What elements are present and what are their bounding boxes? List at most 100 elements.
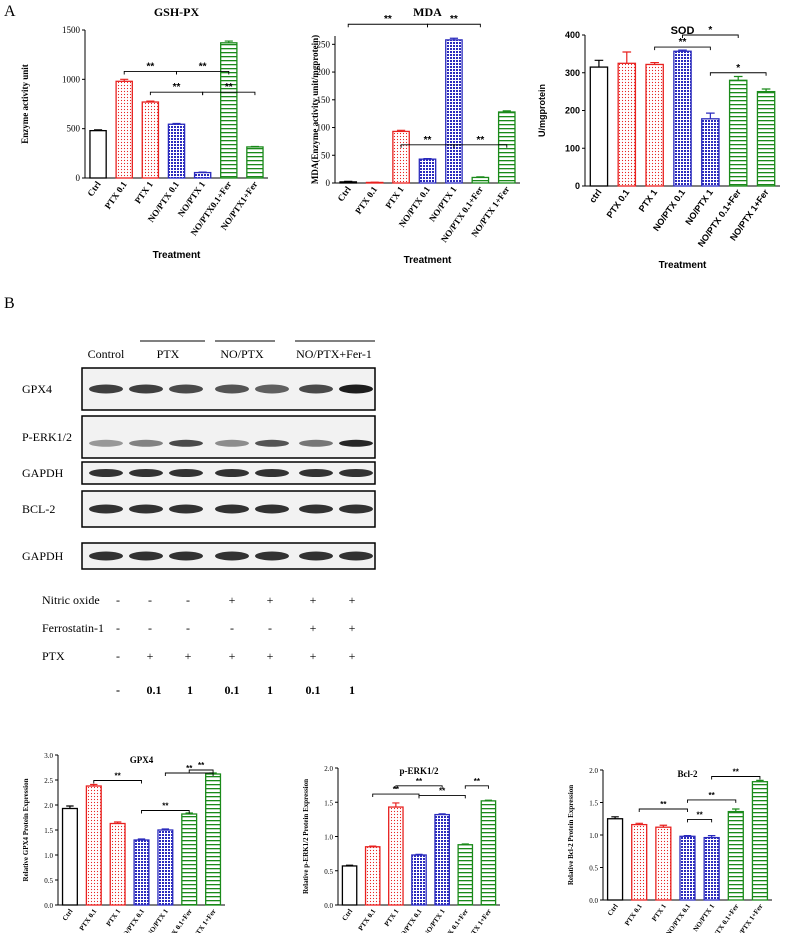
error-bar (396, 129, 406, 132)
bar (341, 865, 358, 906)
error-bar (622, 51, 632, 64)
significance-bracket (372, 793, 420, 798)
y-tick-label: 1.0 (589, 832, 598, 840)
significance-bracket (188, 769, 214, 773)
panel-label: A (4, 3, 16, 20)
blot-band (255, 469, 289, 477)
y-tick-label: 0.0 (44, 902, 53, 910)
bar (141, 101, 160, 179)
dose-label: 1 (187, 683, 193, 697)
x-tick-label: Ctrl (85, 179, 103, 198)
x-tick-label: PTX 1 (133, 179, 156, 205)
x-tick-label: PTX 1 (383, 907, 401, 928)
x-axis-label: Treatment (404, 255, 452, 266)
blot-band (129, 469, 163, 477)
significance-label: ** (186, 764, 193, 773)
y-tick-label: 2.0 (44, 802, 53, 810)
blot-band (215, 439, 249, 447)
y-tick-label: 0.5 (44, 877, 53, 885)
error-bar (137, 838, 146, 840)
significance-bracket (453, 144, 508, 148)
bar (445, 39, 463, 184)
error-bar (120, 78, 129, 82)
chart-title: Bcl-2 (678, 769, 698, 779)
bar (220, 42, 238, 179)
bar (679, 835, 696, 901)
blot-band (129, 439, 163, 447)
x-tick-label: PTX 0.1 (103, 179, 130, 211)
y-tick-label: 400 (565, 30, 580, 40)
bar (205, 773, 222, 906)
bar (655, 826, 672, 901)
bar (85, 785, 102, 906)
blot-band (339, 384, 373, 394)
y-tick-label: 1.5 (324, 799, 333, 807)
significance-bracket (687, 799, 737, 803)
dose-label: 1 (267, 683, 273, 697)
blot-band (89, 439, 123, 447)
treatment-cell: - (230, 621, 234, 635)
bar (411, 854, 427, 906)
y-tick-label: 2.5 (44, 777, 53, 785)
bar (339, 181, 358, 184)
y-tick-label: 300 (565, 68, 580, 78)
significance-bracket (711, 776, 761, 780)
error-bar (594, 59, 604, 68)
bar (751, 781, 769, 901)
significance-bracket (418, 794, 466, 799)
blot-band (129, 384, 163, 394)
blot-band (169, 384, 203, 394)
error-bar (756, 779, 764, 782)
blot-frame (81, 415, 376, 459)
x-tick-label: ctrl (587, 187, 603, 204)
bar (167, 123, 186, 179)
y-tick-label: 1000 (62, 74, 81, 84)
blot-band (215, 551, 249, 561)
bar (606, 818, 624, 901)
y-axis-label: MDA(Enzyme activity unit/mgprotein) (310, 35, 320, 184)
treatment-name: Nitric oxide (42, 593, 100, 607)
error-bar (161, 828, 170, 830)
dose-label: 0.1 (306, 683, 321, 697)
blot-band (89, 469, 123, 477)
blot-band (255, 384, 289, 394)
blot-band (89, 551, 123, 561)
x-axis-label: Treatment (659, 260, 707, 271)
treatment-cell: - (186, 621, 190, 635)
x-tick-label: NO/PTX 1 (422, 907, 447, 933)
y-tick-label: 1500 (62, 25, 81, 35)
blot-band (169, 439, 203, 447)
blot-group-label: PTX (157, 347, 180, 361)
bar (471, 176, 490, 184)
y-axis-label: Relative GPX4 Protein Expression (22, 778, 30, 881)
y-tick-label: 100 (565, 143, 580, 153)
significance-label: ** (660, 800, 667, 809)
significance-label: ** (198, 761, 205, 770)
significance-bracket (709, 72, 767, 76)
significance-bracket (638, 808, 688, 812)
error-bar (732, 808, 740, 812)
error-bar (678, 49, 687, 52)
y-tick-label: 0.5 (324, 868, 333, 876)
x-tick-label: NO/PTX 0.1 (396, 907, 424, 933)
treatment-cell: + (147, 649, 154, 663)
significance-bracket (682, 34, 739, 38)
bar (756, 90, 776, 187)
significance-label: ** (416, 777, 423, 786)
blot-group-label: NO/PTX+Fer-1 (296, 347, 372, 361)
y-tick-label: 100 (317, 123, 331, 133)
x-tick-label: Ctrl (606, 903, 620, 918)
x-tick-label: PTX 0.1 (623, 902, 644, 927)
error-bar (733, 75, 743, 81)
error-bar (706, 112, 715, 119)
treatment-cell: + (229, 593, 236, 607)
blot-row-label: GAPDH (22, 466, 64, 480)
y-tick-label: 2.0 (589, 767, 598, 775)
treatment-cell: - (116, 649, 120, 663)
x-axis-label: Treatment (153, 250, 201, 261)
error-bar (224, 40, 233, 43)
error-bar (461, 843, 469, 845)
bar (115, 80, 133, 179)
bar (727, 810, 744, 901)
